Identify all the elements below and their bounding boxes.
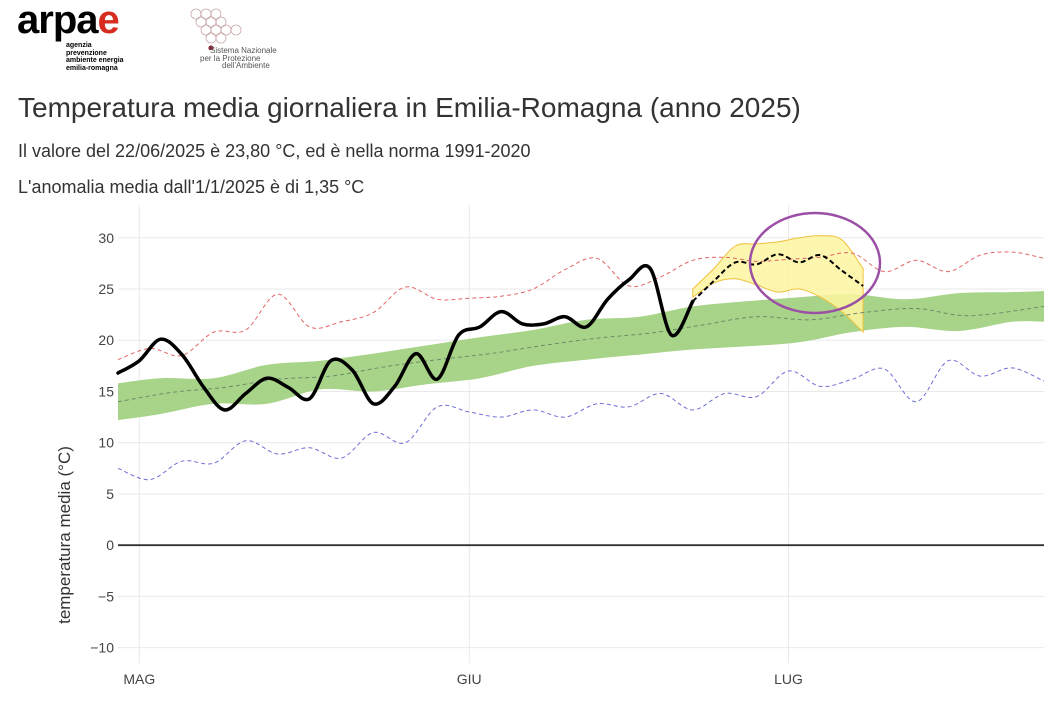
chart-subtitle-anomaly: L'anomalia media dall'1/1/2025 è di 1,35… xyxy=(18,177,365,197)
x-tick-label: GIU xyxy=(457,671,482,687)
forecast-range-band xyxy=(692,235,864,334)
y-tick-label: −5 xyxy=(98,588,114,604)
snpa-line: per la Protezione xyxy=(200,53,261,63)
arpae-line: agenzia xyxy=(66,42,92,49)
x-tick-label: MAG xyxy=(123,671,155,687)
y-tick-label: 10 xyxy=(98,435,114,451)
x-tick-label: LUG xyxy=(774,671,803,687)
temperature-chart[interactable]: 30 25 20 15 10 5 0 −5 −10 MAG GIU LUG temperatura m… xyxy=(0,195,1056,719)
observed-temperature-line xyxy=(116,263,695,412)
arpae-logo[interactable]: arpae xyxy=(17,0,120,43)
arpae-line: prevenzione xyxy=(66,49,107,57)
header: arpae agenzia prevenzione ambiente energ… xyxy=(0,0,1056,80)
arpae-logo-text: arpa xyxy=(17,0,98,42)
y-tick-label: −10 xyxy=(90,640,114,656)
snpa-hexagon-logo-icon xyxy=(190,8,242,50)
normal-range-band xyxy=(118,291,1044,421)
y-tick-label: 0 xyxy=(106,537,114,553)
chart-subtitle-value: Il valore del 22/06/2025 è 23,80 °C, ed … xyxy=(18,141,531,161)
y-tick-label: 30 xyxy=(98,230,114,246)
arpae-line: emilia-romagna xyxy=(66,64,118,72)
y-tick-label: 5 xyxy=(106,486,114,502)
chart-title: Temperatura media giornaliera in Emilia-… xyxy=(18,92,801,123)
record-max-line xyxy=(117,251,1045,361)
forecast-highlight-circle xyxy=(748,211,882,315)
y-tick-label: 15 xyxy=(98,383,114,399)
chart-grid xyxy=(118,205,1044,663)
y-tick-label: 20 xyxy=(98,332,114,348)
snpa-line: dell'Ambiente xyxy=(222,61,270,70)
chart-bands xyxy=(118,235,1044,421)
arpae-line: ambiente energia xyxy=(66,57,124,64)
arpae-logo-subtitle: agenzia prevenzione ambiente energia emi… xyxy=(66,42,124,72)
snpa-line: Sistema Nazionale xyxy=(210,46,277,55)
y-tick-label: 25 xyxy=(98,281,114,297)
snpa-logo-text: Sistema Nazionale per la Protezione dell… xyxy=(200,47,277,70)
arpae-logo-e: e xyxy=(97,0,120,42)
chart-lines xyxy=(116,251,1045,547)
chart-ticks: 30 25 20 15 10 5 0 −5 −10 MAG GIU LUG xyxy=(90,230,803,687)
record-min-line xyxy=(117,359,1045,481)
y-axis-label: temperatura media (°C) xyxy=(55,446,74,624)
